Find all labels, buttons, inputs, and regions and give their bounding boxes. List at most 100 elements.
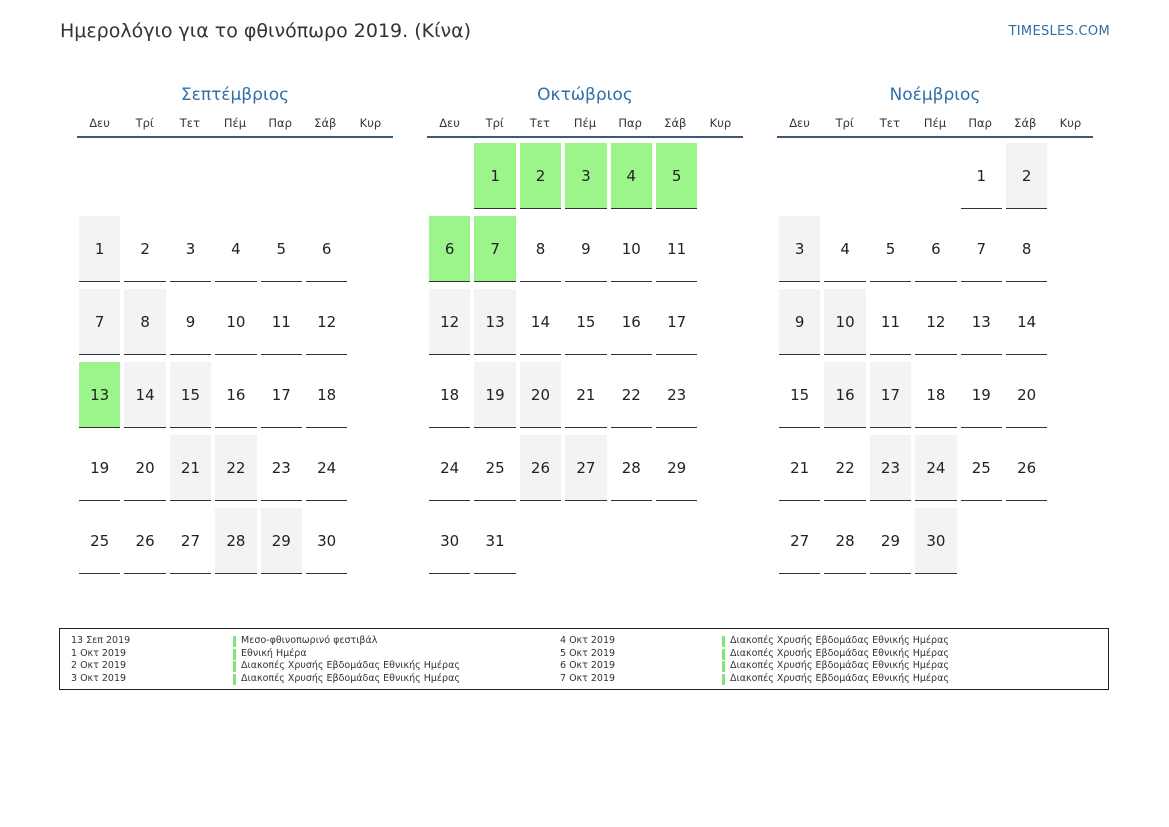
day-cell[interactable]: 20 bbox=[124, 435, 166, 501]
day-cell[interactable]: 8 bbox=[519, 216, 562, 282]
day-cell[interactable]: 13 bbox=[960, 289, 1002, 355]
day-cell[interactable]: 27 bbox=[779, 508, 821, 574]
legend-date: 1 Οκτ 2019 bbox=[71, 647, 127, 659]
day-cell[interactable]: 17 bbox=[869, 362, 912, 428]
day-cell[interactable]: 2 bbox=[124, 216, 166, 282]
day-cell[interactable]: 7 bbox=[79, 289, 121, 355]
day-cell[interactable]: 1 bbox=[79, 216, 121, 282]
day-cell[interactable]: 30 bbox=[305, 508, 348, 574]
day-cell[interactable]: 7 bbox=[960, 216, 1002, 282]
holiday-day-cell[interactable]: 7 bbox=[474, 216, 516, 282]
day-cell[interactable]: 22 bbox=[610, 362, 652, 428]
day-cell[interactable]: 14 bbox=[519, 289, 562, 355]
day-cell[interactable]: 24 bbox=[305, 435, 348, 501]
day-cell[interactable]: 14 bbox=[124, 362, 166, 428]
day-cell[interactable]: 3 bbox=[779, 216, 821, 282]
day-cell[interactable]: 17 bbox=[260, 362, 302, 428]
day-cell[interactable]: 6 bbox=[915, 216, 957, 282]
holiday-day-cell[interactable]: 6 bbox=[429, 216, 471, 282]
empty-cell bbox=[824, 143, 865, 209]
day-cell[interactable]: 27 bbox=[169, 508, 212, 574]
day-cell[interactable]: 15 bbox=[169, 362, 212, 428]
day-cell[interactable]: 6 bbox=[305, 216, 348, 282]
day-cell[interactable]: 2 bbox=[1005, 143, 1048, 209]
holiday-day-cell[interactable]: 3 bbox=[565, 143, 607, 209]
day-cell[interactable]: 15 bbox=[779, 362, 821, 428]
day-cell[interactable]: 28 bbox=[824, 508, 866, 574]
day-cell[interactable]: 30 bbox=[915, 508, 957, 574]
legend-date: 2 Οκτ 2019 bbox=[71, 660, 127, 671]
holiday-day-cell[interactable]: 5 bbox=[655, 143, 698, 209]
day-cell[interactable]: 14 bbox=[1005, 289, 1048, 355]
day-cell[interactable]: 16 bbox=[824, 362, 866, 428]
day-cell[interactable]: 16 bbox=[215, 362, 257, 428]
legend-row: 6 Οκτ 2019 Διακοπές Χρυσής Εβδομάδας Εθνι… bbox=[560, 660, 949, 673]
day-cell[interactable]: 21 bbox=[779, 435, 821, 501]
day-cell[interactable]: 25 bbox=[79, 508, 121, 574]
holiday-day-cell[interactable]: 1 bbox=[474, 143, 516, 209]
day-cell[interactable]: 3 bbox=[169, 216, 212, 282]
day-cell[interactable]: 24 bbox=[429, 435, 471, 501]
holiday-day-cell[interactable]: 4 bbox=[610, 143, 652, 209]
day-cell[interactable]: 28 bbox=[215, 508, 257, 574]
day-cell[interactable]: 18 bbox=[305, 362, 348, 428]
empty-cell bbox=[779, 143, 820, 209]
day-cell[interactable]: 24 bbox=[915, 435, 957, 501]
day-cell[interactable]: 9 bbox=[169, 289, 212, 355]
day-cell[interactable]: 5 bbox=[869, 216, 912, 282]
day-cell[interactable]: 9 bbox=[779, 289, 821, 355]
day-cell[interactable]: 31 bbox=[474, 508, 516, 574]
holiday-day-cell[interactable]: 13 bbox=[79, 362, 121, 428]
day-cell[interactable]: 23 bbox=[655, 362, 698, 428]
day-cell[interactable]: 20 bbox=[1005, 362, 1048, 428]
day-cell[interactable]: 13 bbox=[474, 289, 516, 355]
day-cell[interactable]: 26 bbox=[519, 435, 562, 501]
day-cell[interactable]: 22 bbox=[824, 435, 866, 501]
day-cell[interactable]: 1 bbox=[960, 143, 1002, 209]
day-cell[interactable]: 25 bbox=[474, 435, 516, 501]
day-cell[interactable]: 21 bbox=[565, 362, 607, 428]
day-cell[interactable]: 26 bbox=[1005, 435, 1048, 501]
day-cell[interactable]: 12 bbox=[305, 289, 348, 355]
day-cell[interactable]: 11 bbox=[260, 289, 302, 355]
day-cell[interactable]: 21 bbox=[169, 435, 212, 501]
day-cell[interactable]: 11 bbox=[869, 289, 912, 355]
day-cell[interactable]: 8 bbox=[1005, 216, 1048, 282]
day-cell[interactable]: 10 bbox=[610, 216, 652, 282]
day-cell[interactable]: 25 bbox=[960, 435, 1002, 501]
day-cell[interactable]: 19 bbox=[474, 362, 516, 428]
day-cell[interactable]: 29 bbox=[869, 508, 912, 574]
empty-cell bbox=[870, 143, 911, 209]
day-cell[interactable]: 20 bbox=[519, 362, 562, 428]
empty-cell bbox=[915, 143, 956, 209]
day-cell[interactable]: 26 bbox=[124, 508, 166, 574]
day-cell[interactable]: 4 bbox=[824, 216, 866, 282]
day-cell[interactable]: 8 bbox=[124, 289, 166, 355]
day-cell[interactable]: 22 bbox=[215, 435, 257, 501]
day-cell[interactable]: 27 bbox=[565, 435, 607, 501]
site-link[interactable]: TIMESLES.COM bbox=[1008, 24, 1110, 39]
day-cell[interactable]: 28 bbox=[610, 435, 652, 501]
day-cell[interactable]: 12 bbox=[915, 289, 957, 355]
day-cell[interactable]: 23 bbox=[869, 435, 912, 501]
day-cell[interactable]: 12 bbox=[429, 289, 471, 355]
day-cell[interactable]: 17 bbox=[655, 289, 698, 355]
holiday-day-cell[interactable]: 2 bbox=[519, 143, 562, 209]
day-cell[interactable]: 18 bbox=[429, 362, 471, 428]
day-cell[interactable]: 29 bbox=[260, 508, 302, 574]
day-cell[interactable]: 15 bbox=[565, 289, 607, 355]
day-cell[interactable]: 18 bbox=[915, 362, 957, 428]
day-cell[interactable]: 23 bbox=[260, 435, 302, 501]
day-cell[interactable]: 4 bbox=[215, 216, 257, 282]
day-cell[interactable]: 10 bbox=[824, 289, 866, 355]
day-cell[interactable]: 29 bbox=[655, 435, 698, 501]
day-cell[interactable]: 16 bbox=[610, 289, 652, 355]
day-cell[interactable]: 5 bbox=[260, 216, 302, 282]
day-cell[interactable]: 30 bbox=[429, 508, 471, 574]
day-cell[interactable]: 19 bbox=[960, 362, 1002, 428]
legend-holiday-name: Διακοπές Χρυσής Εβδομάδας Εθνικής Ημέρας bbox=[730, 647, 949, 659]
day-cell[interactable]: 9 bbox=[565, 216, 607, 282]
day-cell[interactable]: 11 bbox=[655, 216, 698, 282]
day-cell[interactable]: 19 bbox=[79, 435, 121, 501]
day-cell[interactable]: 10 bbox=[215, 289, 257, 355]
